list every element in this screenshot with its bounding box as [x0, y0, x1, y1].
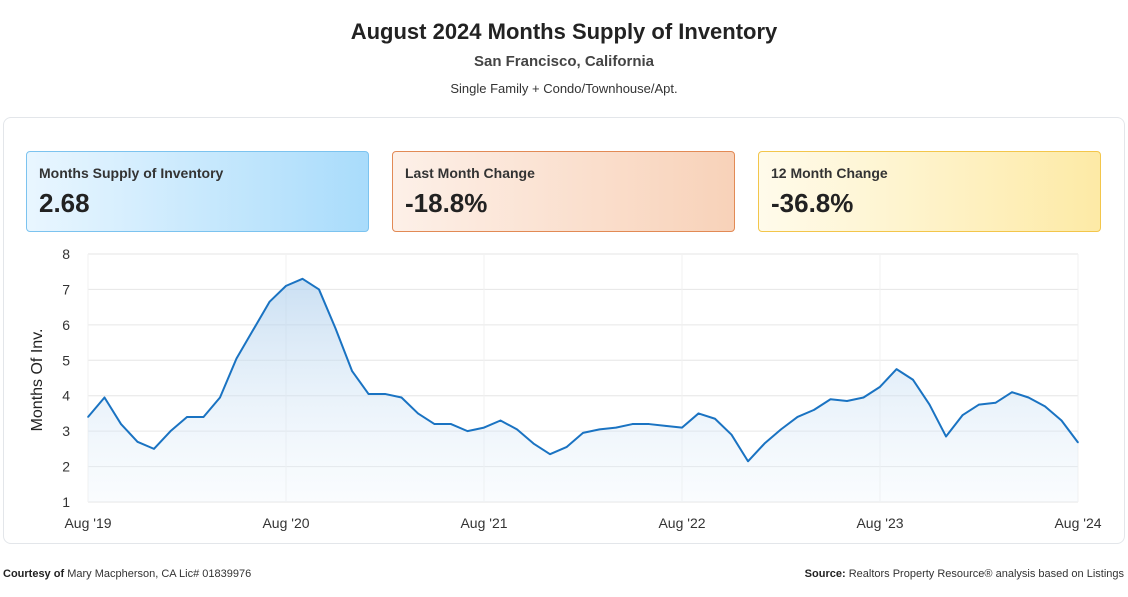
data-point: [549, 453, 551, 455]
data-point: [895, 368, 898, 370]
twelve-month-change-card: 12 Month Change -36.8%: [758, 151, 1101, 232]
y-tick-label: 1: [62, 494, 70, 510]
data-point: [714, 417, 716, 420]
data-point: [763, 442, 766, 445]
data-point: [730, 433, 733, 436]
data-point: [631, 423, 634, 425]
data-point: [928, 403, 931, 406]
data-point: [846, 400, 848, 402]
data-point: [186, 416, 188, 418]
y-tick-label: 8: [62, 246, 70, 262]
data-point: [433, 423, 436, 425]
data-point: [813, 409, 815, 411]
data-point: [648, 423, 650, 425]
x-tick-label: Aug '23: [856, 515, 903, 531]
source-text: Realtors Property Resource® analysis bas…: [848, 568, 1124, 580]
months-supply-label: Months Supply of Inventory: [39, 165, 224, 181]
data-point: [87, 416, 89, 418]
y-tick-label: 5: [62, 352, 70, 368]
data-point: [285, 285, 287, 287]
data-point: [862, 396, 865, 399]
property-types-subtitle: Single Family + Condo/Townhouse/Apt.: [450, 81, 678, 96]
data-point: [153, 448, 155, 450]
data-point: [466, 430, 469, 432]
last-month-change-label: Last Month Change: [405, 165, 535, 181]
data-point: [219, 396, 221, 399]
data-point: [450, 423, 452, 425]
data-point: [169, 430, 172, 432]
x-tick-label: Aug '20: [262, 515, 309, 531]
x-tick-label: Aug '22: [658, 515, 705, 531]
data-point: [747, 460, 749, 463]
y-tick-label: 7: [62, 281, 70, 297]
data-point: [417, 412, 419, 415]
data-point: [120, 423, 122, 425]
y-tick-label: 6: [62, 317, 70, 333]
series-points: [87, 278, 1079, 463]
data-point: [268, 301, 271, 303]
data-point: [945, 435, 947, 438]
y-tick-label: 4: [62, 388, 70, 404]
data-point: [780, 428, 782, 431]
data-point: [681, 426, 683, 429]
data-point: [598, 428, 601, 431]
data-point: [1044, 405, 1046, 408]
data-point: [829, 398, 832, 401]
data-point: [301, 278, 304, 280]
data-point: [1060, 419, 1063, 422]
source-label: Source:: [804, 568, 846, 580]
data-point: [565, 446, 568, 448]
data-point: [367, 393, 370, 395]
location-subtitle: San Francisco, California: [473, 53, 655, 70]
series-area: [88, 278, 1078, 502]
months-supply-card: Months Supply of Inventory 2.68: [26, 151, 369, 232]
courtesy-text: Mary Macpherson, CA Lic# 01839976: [67, 568, 252, 580]
data-point: [1077, 441, 1079, 444]
data-point: [994, 402, 997, 404]
data-point: [351, 370, 353, 372]
data-point: [879, 386, 881, 388]
courtesy-footer: Courtesy of Mary Macpherson, CA Lic# 018…: [3, 568, 251, 580]
y-axis-ticks: 1 2 3 4 5 6 7 8: [62, 246, 70, 510]
data-point: [499, 419, 502, 422]
y-axis-label: Months Of Inv.: [29, 329, 46, 432]
x-tick-label: Aug '24: [1054, 515, 1101, 531]
x-tick-label: Aug '21: [460, 515, 507, 531]
data-point: [1027, 396, 1030, 399]
twelve-month-change-label: 12 Month Change: [771, 165, 888, 181]
courtesy-label: Courtesy of: [3, 568, 65, 580]
data-point: [912, 378, 914, 381]
data-point: [1011, 391, 1013, 393]
data-point: [103, 396, 106, 399]
data-point: [582, 432, 584, 434]
y-tick-label: 2: [62, 459, 70, 475]
data-point: [318, 288, 320, 291]
last-month-change-card: Last Month Change -18.8%: [392, 151, 735, 232]
data-point: [664, 425, 667, 427]
last-month-change-value: -18.8%: [405, 188, 488, 218]
x-tick-label: Aug '19: [64, 515, 111, 531]
y-tick-label: 3: [62, 423, 70, 439]
data-point: [202, 416, 205, 418]
months-supply-value: 2.68: [39, 188, 90, 218]
x-axis-ticks: Aug '19 Aug '20 Aug '21 Aug '22 Aug '23 Aug '…: [64, 515, 1101, 531]
data-point: [978, 403, 980, 406]
data-point: [252, 329, 254, 331]
data-point: [796, 416, 799, 418]
data-point: [516, 428, 518, 431]
data-point: [235, 357, 238, 360]
data-point: [532, 442, 535, 445]
data-point: [697, 412, 700, 415]
data-point: [615, 426, 617, 429]
data-point: [384, 393, 386, 395]
chart-title: August 2024 Months Supply of Inventory: [350, 19, 778, 44]
data-point: [961, 414, 964, 417]
source-footer: Source: Realtors Property Resource® anal…: [805, 568, 1124, 580]
twelve-month-change-value: -36.8%: [771, 188, 854, 218]
data-point: [136, 440, 139, 443]
data-point: [400, 396, 403, 399]
data-point: [483, 426, 485, 429]
data-point: [334, 327, 337, 330]
